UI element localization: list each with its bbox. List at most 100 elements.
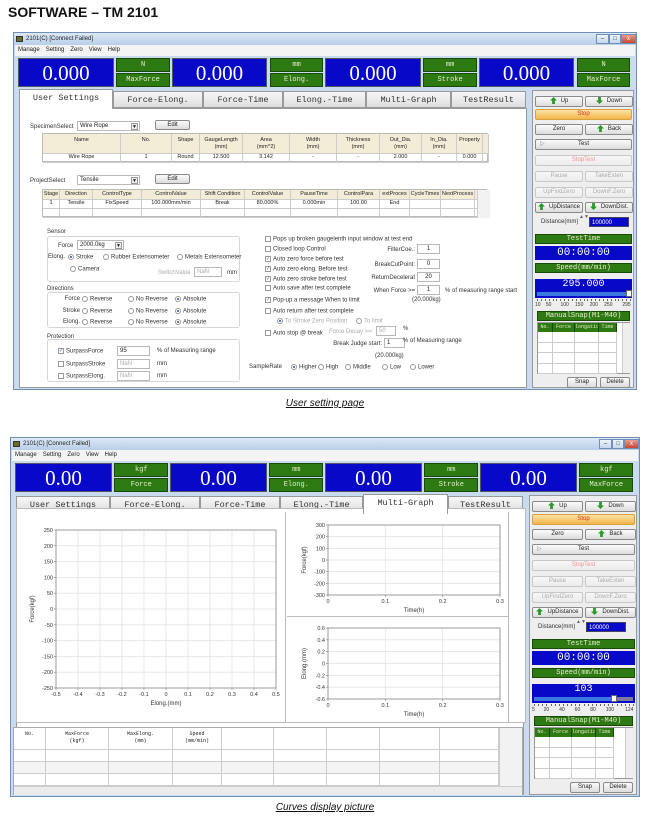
- down-button[interactable]: Down: [585, 501, 636, 512]
- protection-input[interactable]: NaN: [117, 359, 150, 369]
- zero-button[interactable]: Zero: [532, 529, 583, 540]
- break-judge-input[interactable]: 1: [384, 338, 405, 348]
- take-exten-button[interactable]: TakeExten: [585, 576, 636, 587]
- specimen-edit-button[interactable]: Edit: [155, 120, 190, 130]
- sample-rate-radio-low[interactable]: Low: [382, 364, 401, 371]
- tab-testresult[interactable]: TestResult: [451, 91, 526, 108]
- project-table-scrollbar[interactable]: [477, 190, 490, 218]
- radio-icon[interactable]: [291, 364, 297, 370]
- radio-icon[interactable]: [68, 254, 74, 260]
- return-zero-radio[interactable]: To Stroke Zero Position: [277, 318, 347, 325]
- up-distance-button[interactable]: UpDistance: [535, 202, 583, 213]
- option-checkbox[interactable]: ✓ Auto zero elong. Before test: [265, 266, 347, 273]
- option-checkbox[interactable]: ✓ Pop-up a message When to limit: [265, 297, 360, 304]
- distance-spinner-icon[interactable]: ▲▼: [579, 214, 589, 220]
- checkbox-icon[interactable]: ✓: [265, 297, 271, 303]
- radio-icon[interactable]: [356, 318, 362, 324]
- project-edit-button[interactable]: Edit: [155, 174, 190, 184]
- minimize-button[interactable]: –: [596, 34, 609, 44]
- sample-rate-radio-higher[interactable]: Higher: [291, 364, 317, 371]
- delete-button[interactable]: Delete: [603, 782, 633, 793]
- menu-zero[interactable]: Zero: [70, 47, 83, 53]
- snap-button[interactable]: Snap: [570, 782, 600, 793]
- radio-icon[interactable]: [103, 254, 109, 260]
- menu-help[interactable]: Help: [104, 452, 117, 458]
- distance-spinner-icon[interactable]: ▲▼: [576, 619, 586, 625]
- protection-input[interactable]: NaN: [117, 371, 150, 381]
- pause-button[interactable]: Pause: [532, 576, 583, 587]
- tab-multigraph[interactable]: Multi-Graph: [366, 91, 451, 108]
- radio-icon[interactable]: [82, 307, 88, 314]
- menu-manage[interactable]: Manage: [15, 452, 37, 458]
- radio-icon[interactable]: [277, 318, 283, 324]
- stop-test-button[interactable]: StopTest: [535, 155, 632, 166]
- when-force-input[interactable]: 1: [417, 285, 440, 295]
- specimen-select[interactable]: Wire Rope ▼: [77, 121, 140, 131]
- radio-icon[interactable]: [70, 266, 76, 272]
- menu-help[interactable]: Help: [107, 47, 120, 53]
- speed-slider[interactable]: [537, 290, 632, 297]
- direction-radio-absolute[interactable]: Absolute: [175, 319, 206, 326]
- option-checkbox[interactable]: Auto return after test complete: [265, 308, 354, 315]
- project-select[interactable]: Tensile ▼: [77, 175, 140, 185]
- checkbox-icon[interactable]: ✓: [265, 256, 271, 262]
- auto-stop-checkbox[interactable]: Auto stop @ break: [265, 330, 323, 337]
- test-button[interactable]: Test ▷: [535, 139, 632, 150]
- checkbox-icon[interactable]: [265, 330, 271, 336]
- up-find-zero-button[interactable]: UpFindZero: [532, 592, 583, 603]
- radio-icon[interactable]: [128, 319, 134, 325]
- up-find-zero-button[interactable]: UpFindZero: [535, 187, 583, 198]
- menu-zero[interactable]: Zero: [67, 452, 80, 458]
- tab-multigraph[interactable]: Multi-Graph: [363, 494, 448, 514]
- sample-rate-radio-high[interactable]: High: [318, 364, 338, 371]
- param-input[interactable]: 0: [417, 259, 440, 269]
- protection-input[interactable]: 95: [117, 346, 150, 356]
- speed-slider-thumb[interactable]: [626, 290, 632, 297]
- radio-icon[interactable]: [128, 296, 134, 302]
- checkbox-icon[interactable]: [265, 236, 271, 242]
- protection-checkbox[interactable]: SurpassStroke: [58, 361, 105, 368]
- menu-setting[interactable]: Setting: [45, 47, 65, 53]
- return-limit-radio[interactable]: To limit: [356, 318, 383, 325]
- checkbox-icon[interactable]: [265, 285, 271, 291]
- radio-icon[interactable]: [382, 364, 388, 370]
- maximize-button[interactable]: □: [612, 439, 624, 449]
- distance-input[interactable]: 100000: [589, 217, 629, 227]
- down-distance-button[interactable]: DownDist.: [585, 607, 636, 618]
- radio-icon[interactable]: [410, 364, 416, 370]
- tab-forcetime[interactable]: Force-Time: [203, 91, 283, 108]
- direction-radio-reverse[interactable]: Reverse: [82, 319, 112, 326]
- checkbox-icon[interactable]: ✓: [265, 266, 271, 272]
- zero-button[interactable]: Zero: [535, 124, 583, 135]
- radio-icon[interactable]: [128, 307, 134, 314]
- switch-value-input[interactable]: NaN: [194, 267, 222, 277]
- radio-icon[interactable]: [175, 307, 181, 314]
- snap-button[interactable]: Snap: [567, 377, 597, 388]
- option-checkbox[interactable]: Closed loop Control: [265, 246, 326, 253]
- menu-view[interactable]: View: [88, 47, 102, 53]
- stop-test-button[interactable]: StopTest: [532, 560, 635, 571]
- elong-radio-0[interactable]: Stroke: [68, 254, 93, 261]
- sample-rate-radio-middle[interactable]: Middle: [345, 364, 371, 371]
- elong-radio-1[interactable]: Rubber Extensometer: [103, 254, 169, 261]
- force-range-select[interactable]: 2000.0kg ▼: [77, 240, 124, 250]
- direction-radio-reverse[interactable]: Reverse: [82, 296, 112, 303]
- option-checkbox[interactable]: Pops up broken gaugelenth input window a…: [265, 236, 412, 243]
- menu-view[interactable]: View: [85, 452, 99, 458]
- sample-rate-radio-lower[interactable]: Lower: [410, 364, 434, 371]
- direction-radio-no-reverse[interactable]: No Reverse: [128, 307, 168, 314]
- protection-checkbox[interactable]: ✓ SurpassForce: [58, 348, 103, 355]
- direction-radio-no-reverse[interactable]: No Reverse: [128, 319, 168, 326]
- checkbox-icon[interactable]: [58, 373, 64, 379]
- up-button[interactable]: Up: [535, 96, 583, 107]
- checkbox-icon[interactable]: [265, 308, 271, 314]
- stop-button[interactable]: Stop: [532, 514, 635, 525]
- checkbox-icon[interactable]: ✓: [265, 276, 271, 282]
- result-vertical-scrollbar[interactable]: [499, 728, 522, 786]
- chevron-down-icon[interactable]: ▼: [131, 123, 138, 130]
- pause-button[interactable]: Pause: [535, 171, 583, 182]
- tab-elongtime[interactable]: Elong.-Time: [283, 91, 366, 108]
- radio-icon[interactable]: [82, 319, 88, 325]
- radio-icon[interactable]: [175, 319, 181, 325]
- result-horizontal-scrollbar[interactable]: [14, 786, 522, 795]
